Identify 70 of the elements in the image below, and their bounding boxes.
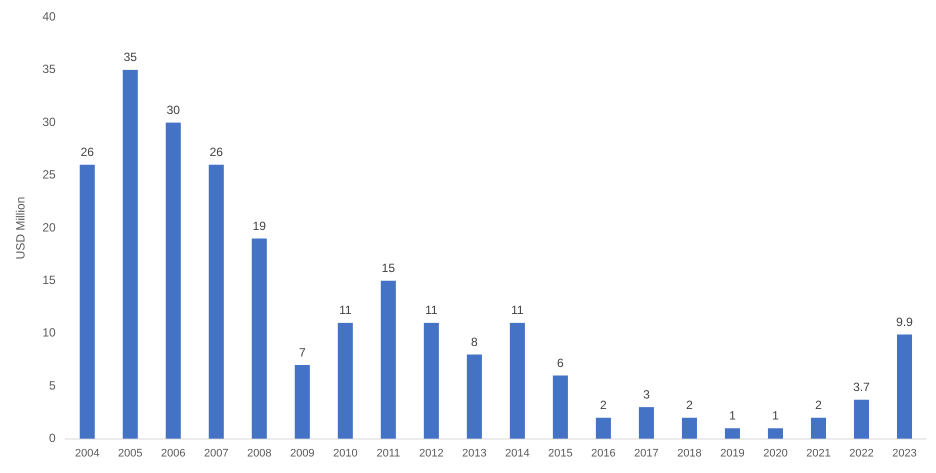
x-tick-label: 2012 (419, 447, 444, 460)
x-tick-label: 2022 (849, 447, 874, 460)
x-tick-label: 2007 (204, 447, 229, 460)
bar (768, 428, 783, 439)
x-tick-label: 2016 (591, 447, 616, 460)
bar (208, 164, 224, 439)
data-label: 11 (339, 303, 352, 318)
data-label: 11 (425, 303, 438, 318)
x-tick-label: 2018 (677, 447, 702, 460)
bar (810, 418, 826, 439)
bar (510, 322, 525, 439)
bar (596, 418, 611, 439)
data-label: 6 (557, 356, 564, 370)
data-label: 26 (210, 145, 224, 160)
bar (338, 322, 353, 439)
data-label: 3 (643, 387, 650, 402)
bar (80, 164, 95, 439)
y-tick-label: 10 (42, 326, 56, 340)
bar (896, 334, 912, 439)
data-label: 35 (124, 50, 138, 64)
x-tick-label: 2017 (634, 447, 659, 460)
bar (682, 418, 697, 439)
x-tick-label: 2023 (892, 447, 917, 460)
y-tick-label: 35 (42, 62, 56, 76)
x-tick-label: 2004 (75, 447, 100, 460)
y-tick-label: 0 (49, 431, 56, 446)
x-tick-label: 2011 (376, 447, 400, 460)
data-label: 9.9 (896, 314, 914, 329)
data-label: 11 (511, 303, 524, 318)
y-tick-label: 20 (42, 220, 56, 234)
x-tick-label: 2021 (806, 447, 831, 460)
y-tick-label: 15 (42, 273, 56, 288)
data-label: 1 (772, 408, 780, 423)
bar (854, 400, 870, 439)
x-tick-label: 2005 (118, 447, 143, 460)
y-axis-title: USD Million (14, 196, 28, 260)
x-tick-label: 2009 (290, 447, 315, 460)
data-label: 30 (166, 102, 180, 117)
data-label: 7 (298, 345, 306, 360)
data-label: 2 (600, 398, 608, 412)
data-label: 2 (686, 398, 694, 412)
data-label: 8 (471, 334, 478, 349)
y-tick-label: 25 (42, 168, 56, 182)
bar (294, 365, 310, 439)
bar (380, 280, 396, 439)
x-tick-label: 2013 (462, 447, 487, 460)
x-tick-label: 2010 (333, 447, 358, 460)
bar (466, 354, 482, 439)
x-tick-label: 2008 (247, 447, 272, 460)
x-tick-label: 2014 (505, 447, 530, 460)
bar (724, 428, 740, 439)
x-tick-label: 2020 (763, 447, 788, 460)
bar (122, 70, 138, 439)
data-label: 3.7 (853, 380, 870, 394)
data-label: 26 (80, 145, 94, 160)
bar (638, 407, 654, 439)
x-tick-label: 2019 (720, 447, 745, 460)
y-tick-label: 30 (42, 114, 56, 129)
data-label: 2 (815, 398, 822, 412)
y-tick-label: 40 (42, 10, 56, 24)
data-label: 19 (252, 218, 266, 233)
x-tick-label: 2015 (548, 447, 573, 460)
x-tick-label: 2006 (161, 447, 186, 460)
data-label: 15 (382, 261, 396, 276)
bar (252, 238, 267, 439)
data-label: 1 (729, 408, 736, 423)
bar (166, 122, 181, 439)
bar (552, 376, 568, 439)
bar (424, 322, 439, 439)
y-tick-label: 5 (49, 378, 56, 392)
